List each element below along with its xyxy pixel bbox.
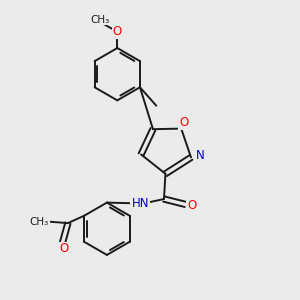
Text: O: O [187,199,196,212]
Text: N: N [196,149,204,162]
Text: O: O [59,242,69,256]
Text: CH₃: CH₃ [29,217,49,226]
Text: CH₃: CH₃ [91,14,110,25]
Text: O: O [179,116,188,129]
Text: HN: HN [131,197,149,210]
Text: O: O [113,25,122,38]
